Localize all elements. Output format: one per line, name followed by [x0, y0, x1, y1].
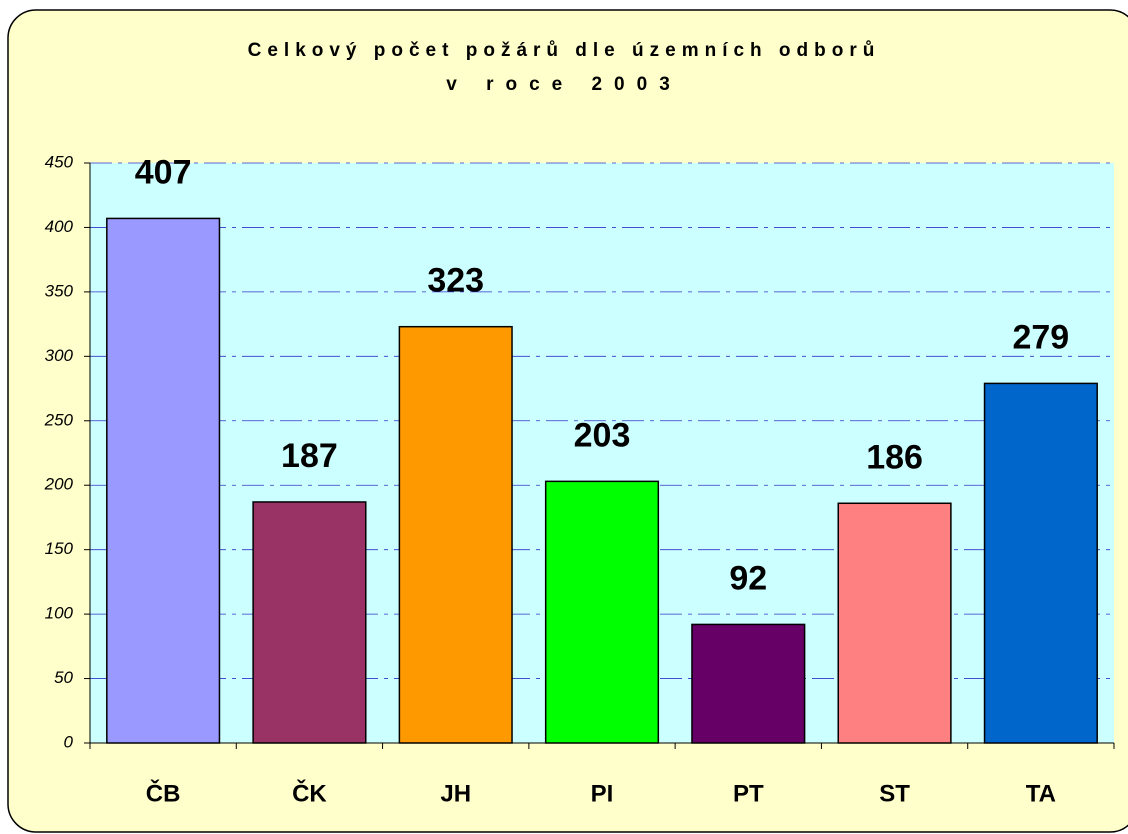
bar: [691, 623, 806, 744]
bar: [106, 217, 221, 744]
value-label: 407: [135, 153, 192, 191]
value-label: 186: [866, 438, 923, 476]
value-label: 203: [574, 416, 631, 454]
x-tick-label: PI: [591, 780, 614, 807]
y-tick-label: 150: [45, 539, 74, 558]
y-tick-label: 200: [44, 475, 74, 494]
y-tick-label: 350: [45, 281, 74, 300]
bar: [252, 501, 367, 744]
x-tick-label: TA: [1026, 780, 1056, 807]
value-label: 92: [729, 559, 767, 597]
x-tick-label: PT: [733, 780, 764, 807]
value-label: 187: [281, 437, 338, 475]
y-tick-label: 400: [45, 217, 74, 236]
bar: [544, 480, 660, 744]
y-tick-label: 0: [64, 732, 74, 751]
chart-title: v roce 2003: [446, 74, 682, 95]
y-tick-label: 100: [45, 604, 74, 623]
y-tick-label: 450: [45, 152, 74, 171]
bar: [837, 502, 952, 744]
value-label: 279: [1012, 318, 1069, 356]
chart-title: Celkový počet požárů dle územních odborů: [248, 40, 881, 61]
y-tick-label: 300: [45, 346, 74, 365]
x-tick-label: ČK: [292, 779, 327, 807]
y-tick-label: 250: [44, 410, 74, 429]
x-tick-label: JH: [440, 780, 471, 807]
y-tick-label: 50: [54, 668, 73, 687]
x-tick-label: ČB: [146, 779, 181, 807]
bar: [983, 382, 1098, 744]
bar: [398, 325, 513, 744]
value-label: 323: [427, 262, 484, 300]
x-tick-label: ST: [879, 780, 910, 807]
